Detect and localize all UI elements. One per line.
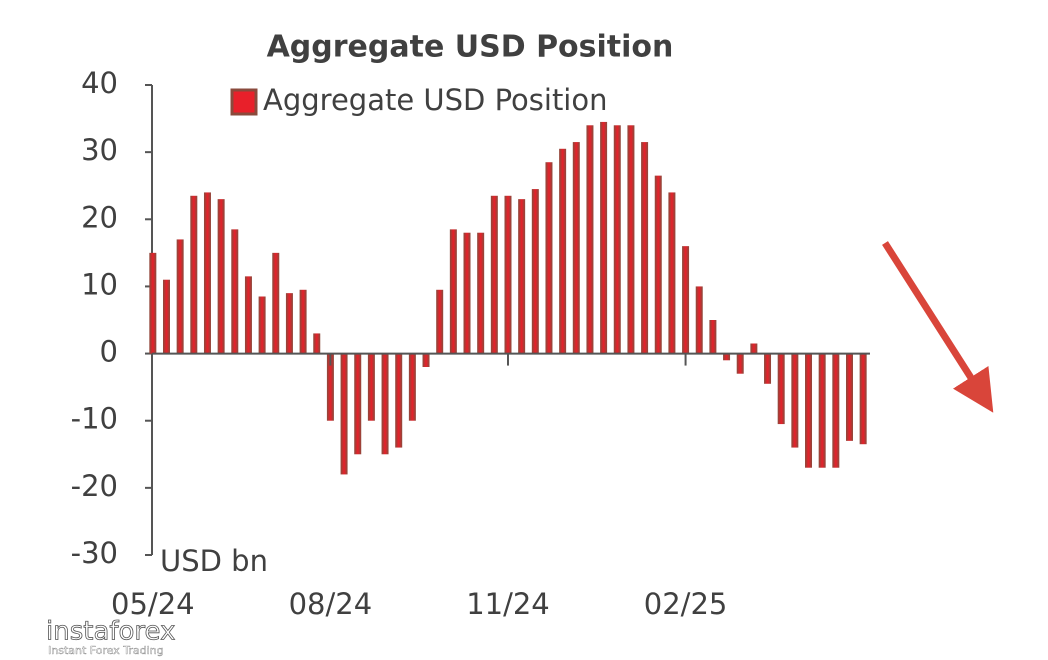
bar	[504, 195, 512, 354]
y-tick-label: -20	[71, 469, 118, 503]
bar	[531, 189, 539, 354]
bar	[518, 199, 526, 354]
bar	[395, 353, 403, 448]
bar	[285, 293, 293, 354]
y-tick-label: -30	[71, 536, 118, 570]
bar	[777, 353, 785, 425]
bar	[600, 121, 608, 354]
bar	[845, 353, 853, 441]
bar	[381, 353, 389, 455]
bar	[190, 195, 198, 354]
y-tick-label: 0	[100, 335, 118, 369]
bar	[176, 239, 184, 354]
bar	[832, 353, 840, 468]
y-tick-label: -10	[71, 402, 118, 436]
bar	[668, 192, 676, 354]
y-tick-label: 30	[81, 133, 118, 167]
bar	[449, 229, 457, 354]
bar	[654, 175, 662, 354]
bar	[203, 192, 211, 354]
bar	[791, 353, 799, 448]
bar	[641, 142, 649, 354]
bar	[231, 229, 239, 354]
x-tick-label: 08/24	[289, 587, 373, 621]
bar	[764, 353, 772, 384]
bar	[340, 353, 348, 475]
watermark-logo	[8, 618, 40, 650]
y-tick-label: 40	[81, 66, 118, 100]
x-tick-label: 11/24	[466, 587, 550, 621]
bar	[490, 195, 498, 354]
y-tick-label: 20	[81, 200, 118, 234]
bar	[709, 320, 717, 354]
bar	[354, 353, 362, 455]
trend-arrow	[882, 241, 994, 413]
chart-title: Aggregate USD Position	[267, 30, 674, 65]
bar	[586, 125, 594, 354]
bar	[613, 125, 621, 354]
bar	[272, 252, 280, 354]
bar	[682, 246, 690, 354]
bar	[572, 142, 580, 354]
bar	[326, 353, 334, 421]
bar	[627, 125, 635, 354]
bar	[559, 148, 567, 354]
bar	[463, 232, 471, 354]
bar	[162, 279, 170, 354]
bar	[244, 276, 252, 354]
y-tick-label: 10	[81, 267, 118, 301]
y-axis-label: USD bn	[160, 544, 268, 578]
watermark: instaforex Instant Forex Trading	[8, 616, 176, 657]
bar	[217, 199, 225, 354]
bar	[149, 252, 157, 354]
bar	[736, 353, 744, 374]
bar	[408, 353, 416, 421]
legend-swatch	[230, 88, 258, 116]
bar	[258, 296, 266, 354]
bar	[750, 343, 758, 354]
bar	[367, 353, 375, 421]
x-tick-label: 05/24	[111, 587, 195, 621]
watermark-brand: instaforex	[46, 617, 175, 647]
bar	[859, 353, 867, 445]
bar	[818, 353, 826, 468]
x-tick-label: 02/25	[644, 587, 728, 621]
bar	[313, 333, 321, 354]
plot-area: -30 -20 -10 0 10 20 30 40 USD bn 05/24 08/24 11/24 0…	[71, 66, 870, 621]
bar	[477, 232, 485, 354]
bar	[422, 353, 430, 367]
bar	[805, 353, 813, 468]
bar	[545, 162, 553, 354]
bar	[695, 286, 703, 354]
bar	[436, 289, 444, 354]
legend-label: Aggregate USD Position	[263, 83, 608, 117]
watermark-tagline: Instant Forex Trading	[48, 644, 164, 657]
bar	[723, 353, 731, 361]
bar	[299, 289, 307, 354]
